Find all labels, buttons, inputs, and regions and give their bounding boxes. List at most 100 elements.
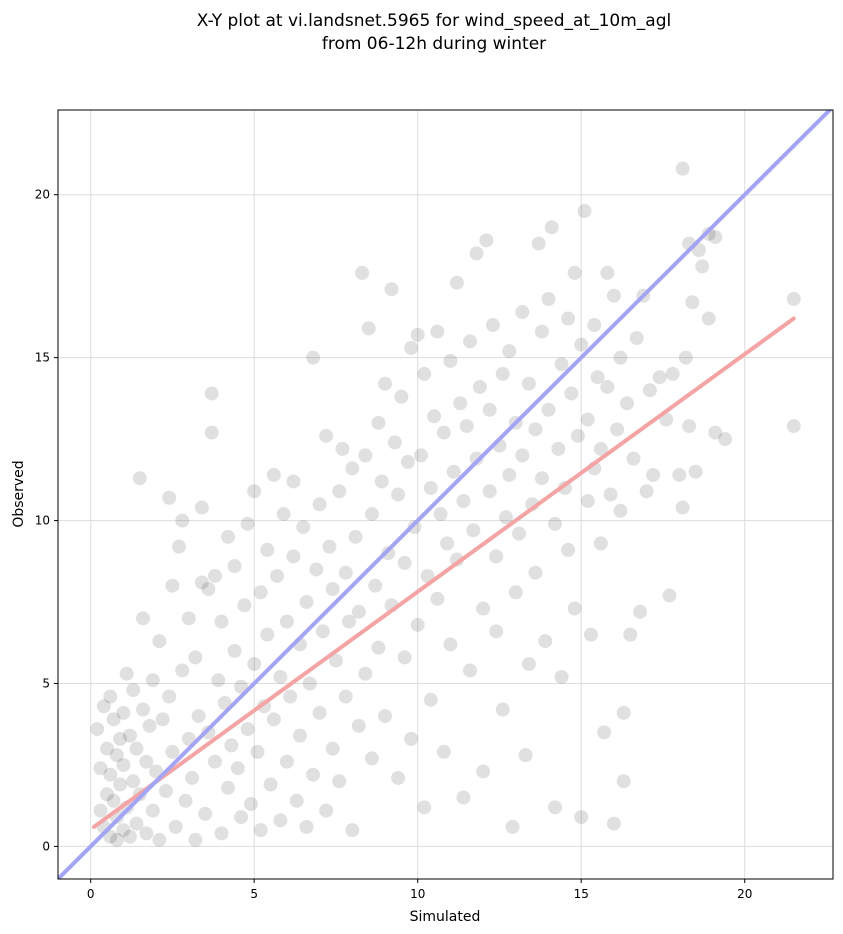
scatter-point (132, 471, 147, 486)
scatter-point (410, 327, 425, 342)
scatter-point (443, 353, 458, 368)
scatter-point (221, 780, 236, 795)
scatter-point (368, 578, 383, 593)
scatter-point (155, 712, 170, 727)
x-tick-label: 0 (87, 887, 95, 901)
scatter-point (201, 581, 216, 596)
scatter-point (554, 669, 569, 684)
scatter-point (374, 474, 389, 489)
scatter-point (515, 305, 530, 320)
scatter-point (629, 331, 644, 346)
scatter-point (449, 275, 464, 290)
scatter-point (482, 402, 497, 417)
scatter-point (322, 539, 337, 554)
scatter-point (273, 813, 288, 828)
scatter-point (449, 552, 464, 567)
scatter-point (378, 709, 393, 724)
scatter-point (266, 467, 281, 482)
scatter-point (688, 464, 703, 479)
scatter-point (394, 389, 409, 404)
scatter-point (593, 441, 608, 456)
chart-title-line2: from 06-12h during winter (322, 34, 546, 54)
scatter-point (162, 689, 177, 704)
scatter-point (266, 712, 281, 727)
scatter-point (302, 676, 317, 691)
scatter-point (188, 650, 203, 665)
scatter-point (580, 412, 595, 427)
scatter-point (345, 461, 360, 476)
scatter-point (165, 578, 180, 593)
scatter-point (597, 725, 612, 740)
scatter-point (482, 484, 497, 499)
scatter-point (593, 536, 608, 551)
scatter-point (126, 683, 141, 698)
scatter-point (276, 507, 291, 522)
scatter-point (476, 601, 491, 616)
scatter-point (436, 744, 451, 759)
scatter-point (417, 800, 432, 815)
scatter-point (587, 318, 602, 333)
scatter-point (273, 669, 288, 684)
scatter-point (718, 432, 733, 447)
grid-layer (58, 110, 833, 879)
scatter-point (407, 520, 422, 535)
scatter-point (145, 803, 160, 818)
scatter-point (619, 396, 634, 411)
scatter-point (567, 265, 582, 280)
scatter-point (126, 774, 141, 789)
scatter-point (695, 259, 710, 274)
scatter-point (682, 419, 697, 434)
scatter-point (325, 741, 340, 756)
scatter-point (279, 754, 294, 769)
scatter-point (616, 705, 631, 720)
scatter-point (786, 419, 801, 434)
scatter-point (502, 467, 517, 482)
scatter-point (106, 712, 121, 727)
scatter-point (430, 591, 445, 606)
scatter-point (574, 810, 589, 825)
scatter-point (214, 614, 229, 629)
scatter-point (397, 650, 412, 665)
scatter-point (109, 832, 124, 847)
scatter-point (328, 653, 343, 668)
plot-area-border (57, 109, 834, 880)
y-tick-label: 5 (42, 676, 50, 690)
scatter-point (286, 549, 301, 564)
scatter-point (162, 490, 177, 505)
scatter-point (708, 425, 723, 440)
fit-line (58, 110, 833, 879)
scatter-point (201, 725, 216, 740)
scatter-point (116, 823, 131, 838)
scatter-point (606, 288, 621, 303)
scatter-point (214, 826, 229, 841)
scatter-point (100, 787, 115, 802)
scatter-point (136, 611, 151, 626)
scatter-point (495, 366, 510, 381)
scatter-point (476, 764, 491, 779)
scatter-point (171, 539, 186, 554)
scatter-point (142, 718, 157, 733)
scatter-point (417, 366, 432, 381)
scatter-point (194, 500, 209, 515)
scatter-point (253, 585, 268, 600)
scatter-point (198, 806, 213, 821)
scatter-point (240, 516, 255, 531)
x-tick-label: 5 (250, 887, 258, 901)
scatter-point (289, 793, 304, 808)
scatter-point (90, 722, 105, 737)
scatter-point (338, 565, 353, 580)
scatter-point (113, 777, 128, 792)
scatter-point (139, 826, 154, 841)
scatter-point (613, 350, 628, 365)
scatter-point (351, 718, 366, 733)
scatter-point (158, 784, 173, 799)
scatter-point (263, 777, 278, 792)
scatter-point (463, 334, 478, 349)
scatter-point (521, 656, 536, 671)
scatter-point (325, 581, 340, 596)
scatter-point (590, 370, 605, 385)
scatter-point (577, 204, 592, 219)
scatter-point (364, 507, 379, 522)
scatter-point (423, 480, 438, 495)
scatter-point (502, 344, 517, 359)
